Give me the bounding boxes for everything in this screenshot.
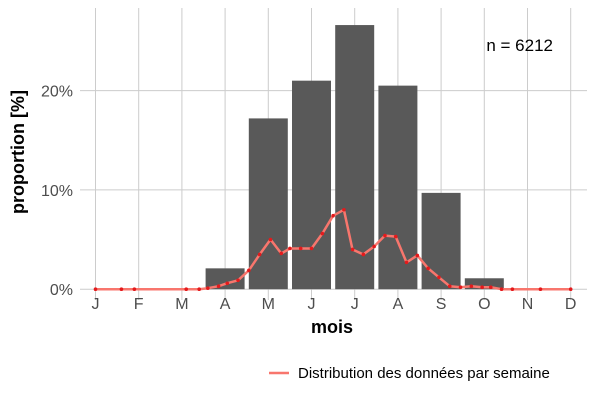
data-point (288, 246, 292, 251)
x-tick-label: J (308, 296, 316, 313)
data-point (132, 287, 137, 292)
weekly-points (93, 207, 573, 292)
data-point (372, 244, 376, 249)
x-tick-label: J (92, 296, 100, 313)
data-point (184, 287, 189, 292)
y-tick-label: 0% (50, 282, 73, 299)
x-tick-label: M (262, 296, 275, 313)
x-tick-label: A (393, 296, 404, 313)
data-point (236, 278, 240, 283)
data-point (510, 287, 515, 292)
data-point (216, 284, 221, 289)
y-axis-title: proportion [%] (8, 90, 28, 214)
data-point (206, 286, 210, 291)
data-point (393, 234, 398, 239)
x-tick-label: M (175, 296, 188, 313)
data-point (488, 285, 493, 290)
data-point (361, 252, 366, 257)
legend: Distribution des données par semaine (269, 365, 550, 382)
x-tick-label: F (134, 296, 144, 313)
data-point (119, 287, 124, 292)
data-point (257, 252, 262, 257)
bar (335, 25, 375, 290)
legend-label: Distribution des données par semaine (298, 365, 550, 382)
weekly-line (95, 208, 571, 291)
bar (421, 192, 461, 290)
data-point (404, 260, 409, 265)
x-axis-title: mois (311, 317, 353, 337)
data-point (225, 281, 230, 286)
y-tick-labels: 0% 10% 20% (41, 84, 73, 300)
data-point (538, 287, 543, 292)
data-point (342, 207, 346, 212)
data-point (383, 233, 387, 238)
x-tick-label: N (522, 296, 534, 313)
data-point (93, 287, 98, 292)
n-annotation: n = 6212 (486, 36, 553, 55)
x-tick-label: O (478, 296, 490, 313)
x-tick-label: A (220, 296, 231, 313)
x-tick-label: S (436, 296, 447, 313)
data-point (309, 246, 314, 251)
data-point (568, 287, 573, 292)
data-point (247, 268, 251, 273)
y-tick-label: 10% (41, 183, 73, 200)
data-point (415, 253, 420, 258)
y-tick-label: 20% (41, 84, 73, 101)
x-tick-label: J (351, 296, 359, 313)
data-point (437, 275, 441, 280)
data-point (268, 237, 273, 242)
data-point (469, 284, 474, 289)
data-point (197, 287, 201, 292)
data-point (480, 285, 484, 290)
series-line (95, 208, 571, 291)
bar (378, 85, 418, 290)
data-point (350, 247, 355, 252)
data-point (298, 246, 303, 251)
bar (205, 268, 245, 290)
x-tick-label: D (565, 296, 577, 313)
bar (464, 278, 504, 290)
data-point (447, 284, 452, 289)
data-point (499, 287, 504, 292)
data-point (426, 266, 430, 271)
data-point (458, 285, 463, 290)
data-point (331, 213, 335, 218)
data-point (279, 251, 284, 256)
data-point (320, 231, 325, 236)
bar (292, 80, 331, 290)
